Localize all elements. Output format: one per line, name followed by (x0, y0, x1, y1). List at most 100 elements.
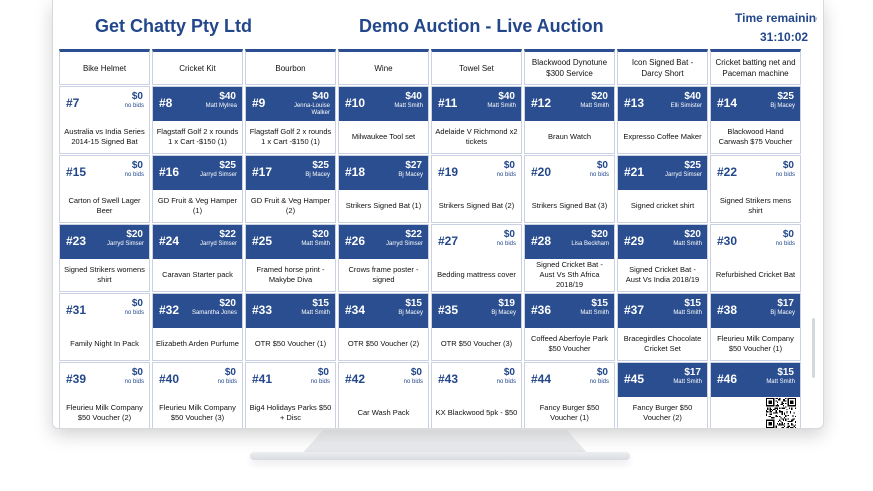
lot-card[interactable]: #9 $40 Jenna-Louise Walker Flagstaff Golf 2… (245, 86, 336, 154)
header: Get Chatty Pty Ltd Demo Auction - Live A… (59, 0, 817, 48)
lot-card[interactable]: Cricket batting net and Paceman machine (710, 49, 801, 85)
lot-card[interactable]: #37 $15 Matt Smith Bracegirdles Chocolate C… (617, 293, 708, 361)
lot-card[interactable]: #17 $25 Bj Macey GD Fruit & Veg Hamper (2) (245, 155, 336, 223)
lot-card[interactable]: #39 $0 no bids Fleurieu Milk Company $50 Vo… (59, 362, 150, 428)
lot-card[interactable]: #26 $22 Jarryd Simser Crows frame poster - … (338, 224, 429, 292)
current-bid: $25 (777, 91, 794, 102)
scrollbar[interactable] (812, 318, 815, 378)
lot-card[interactable]: #14 $25 Bj Macey Blackwood Hand Carwash $75… (710, 86, 801, 154)
lot-card[interactable]: #19 $0 no bids Strikers Signed Bat (2) (431, 155, 522, 223)
lot-card[interactable]: Icon Signed Bat - Darcy Short (617, 49, 708, 85)
bidder-name: Bj Macey (770, 310, 795, 316)
lot-card[interactable]: #36 $15 Matt Smith Coffeed Aberfoyle Park $… (524, 293, 615, 361)
current-bid: $0 (782, 160, 794, 171)
lot-header: #31 $0 no bids (60, 294, 149, 328)
lot-row: #15 $0 no bids Carton of Swell Lager Beer #1… (59, 155, 817, 223)
lot-name: Strikers Signed Bat (1) (345, 201, 422, 210)
lot-number: #20 (531, 165, 552, 179)
auction-grid: Bike Helmet Cricket Kit Bourbon Wine Towel S… (59, 49, 817, 428)
lot-card[interactable]: #31 $0 no bids Family Night In Pack (59, 293, 150, 361)
lot-number: #11 (438, 96, 458, 110)
lot-card[interactable]: #38 $17 Bj Macey Fleurieu Milk Company $50 … (710, 293, 801, 361)
lot-name: OTR $50 Voucher (2) (347, 339, 420, 348)
lot-card[interactable]: #10 $40 Matt Smith Milwaukee Tool set (338, 86, 429, 154)
lot-card[interactable]: #12 $20 Matt Smith Braun Watch (524, 86, 615, 154)
lot-number: #33 (252, 303, 273, 317)
lot-number: #40 (159, 372, 180, 386)
current-bid: $15 (591, 298, 608, 309)
current-bid: $17 (684, 367, 701, 378)
lot-card[interactable]: Cricket Kit (152, 49, 243, 85)
bidder-name: no bids (310, 379, 330, 385)
lot-card[interactable]: #13 $40 Elli Simister Expresso Coffee Maker (617, 86, 708, 154)
lot-card[interactable]: Towel Set (431, 49, 522, 85)
lot-card[interactable]: #32 $20 Samantha Jones Elizabeth Arden Purf… (152, 293, 243, 361)
lot-card[interactable]: #45 $17 Matt Smith Fancy Burger $50 Voucher… (617, 362, 708, 428)
lot-card[interactable]: #21 $25 Jarryd Simser Signed cricket shirt (617, 155, 708, 223)
qr-code-icon[interactable] (740, 398, 798, 428)
bidder-name: Jarryd Simser (106, 241, 144, 247)
lot-name: Bike Helmet (82, 63, 127, 73)
current-bid: $27 (405, 160, 422, 171)
current-bid: $0 (410, 367, 422, 378)
current-bid: $20 (312, 229, 329, 240)
lot-number: #28 (531, 234, 552, 248)
lot-card[interactable]: #40 $0 no bids Fleurieu Milk Company $50 Vo… (152, 362, 243, 428)
lot-card[interactable]: #15 $0 no bids Carton of Swell Lager Beer (59, 155, 150, 223)
lot-card[interactable]: #23 $20 Jarryd Simser Signed Strikers women… (59, 224, 150, 292)
lot-card[interactable]: #22 $0 no bids Signed Strikers mens shirt (710, 155, 801, 223)
lot-card[interactable]: #7 $0 no bids Australia vs India Series 201… (59, 86, 150, 154)
lot-name: Signed Cricket Bat - Aust Vs India 2018/… (625, 265, 700, 284)
current-bid: $0 (503, 229, 515, 240)
bidder-name: no bids (124, 172, 144, 178)
current-bid: $25 (684, 160, 701, 171)
lot-header: #22 $0 no bids (711, 156, 800, 190)
lot-number: #22 (717, 165, 738, 179)
lot-card[interactable]: Bourbon (245, 49, 336, 85)
lot-card[interactable]: #34 $15 Bj Macey OTR $50 Voucher (2) (338, 293, 429, 361)
lot-name: Fleurieu Milk Company $50 Voucher (1) (717, 334, 794, 353)
lot-header: #21 $25 Jarryd Simser (618, 156, 707, 190)
lot-card[interactable]: #24 $22 Jarryd Simser Caravan Starter pack (152, 224, 243, 292)
lot-header: #15 $0 no bids (60, 156, 149, 190)
lot-card[interactable]: Bike Helmet (59, 49, 150, 85)
lot-number: #23 (66, 234, 87, 248)
lot-header: #25 $20 Matt Smith (246, 225, 335, 259)
bidder-name: Samantha Jones (191, 310, 237, 316)
lot-card[interactable]: #42 $0 no bids Car Wash Pack (338, 362, 429, 428)
bidder-name: Matt Smith (673, 241, 702, 247)
lot-name: Signed Cricket Bat - Aust Vs Sth Africa … (536, 260, 603, 289)
bidder-name: Bj Macey (398, 310, 423, 316)
lot-card[interactable]: #41 $0 no bids Big4 Holidays Parks $50 + Di… (245, 362, 336, 428)
lot-card[interactable]: #18 $27 Bj Macey Strikers Signed Bat (1) (338, 155, 429, 223)
lot-card[interactable]: #16 $25 Jarryd Simser GD Fruit & Veg Hamper… (152, 155, 243, 223)
lot-card[interactable]: #33 $15 Matt Smith OTR $50 Voucher (1) (245, 293, 336, 361)
lot-card[interactable]: #27 $0 no bids Bedding mattress cover (431, 224, 522, 292)
lot-name: Carton of Swell Lager Beer (68, 196, 141, 215)
lot-name: Framed horse print - Makybe Diva (256, 265, 325, 284)
lot-card[interactable]: #43 $0 no bids KX Blackwood 5pk - $50 (431, 362, 522, 428)
lot-card[interactable]: #20 $0 no bids Strikers Signed Bat (3) (524, 155, 615, 223)
lot-card[interactable]: #28 $20 Lisa Beckham Signed Cricket Bat - A… (524, 224, 615, 292)
lot-number: #21 (624, 165, 645, 179)
current-bid: $0 (131, 298, 143, 309)
lot-card[interactable]: #11 $40 Matt Smith Adelaide V Richmond x2 t… (431, 86, 522, 154)
current-bid: $0 (131, 160, 143, 171)
lot-name: Blackwood Hand Carwash $75 Voucher (718, 127, 793, 146)
lot-card[interactable]: #30 $0 no bids Refurbished Cricket Bat (710, 224, 801, 292)
bidder-name: Bj Macey (491, 310, 516, 316)
lot-card[interactable]: #8 $40 Matt Mylrea Flagstaff Golf 2 x round… (152, 86, 243, 154)
lot-card[interactable]: #29 $20 Matt Smith Signed Cricket Bat - Aus… (617, 224, 708, 292)
lot-card[interactable]: #25 $20 Matt Smith Framed horse print - Mak… (245, 224, 336, 292)
lot-card[interactable]: #35 $19 Bj Macey OTR $50 Voucher (3) (431, 293, 522, 361)
lot-card[interactable]: Wine (338, 49, 429, 85)
lot-name: Strikers Signed Bat (3) (531, 201, 608, 210)
lot-card[interactable]: #44 $0 no bids Fancy Burger $50 Voucher (1) (524, 362, 615, 428)
lot-name: Fancy Burger $50 Voucher (1) (539, 403, 600, 422)
lot-card[interactable]: Blackwood Dynotune $300 Service (524, 49, 615, 85)
lot-name: KX Blackwood 5pk - $50 (435, 408, 518, 417)
monitor-stand-base (250, 452, 630, 460)
current-bid: $17 (777, 298, 794, 309)
lot-row: #39 $0 no bids Fleurieu Milk Company $50 Vo… (59, 362, 817, 428)
